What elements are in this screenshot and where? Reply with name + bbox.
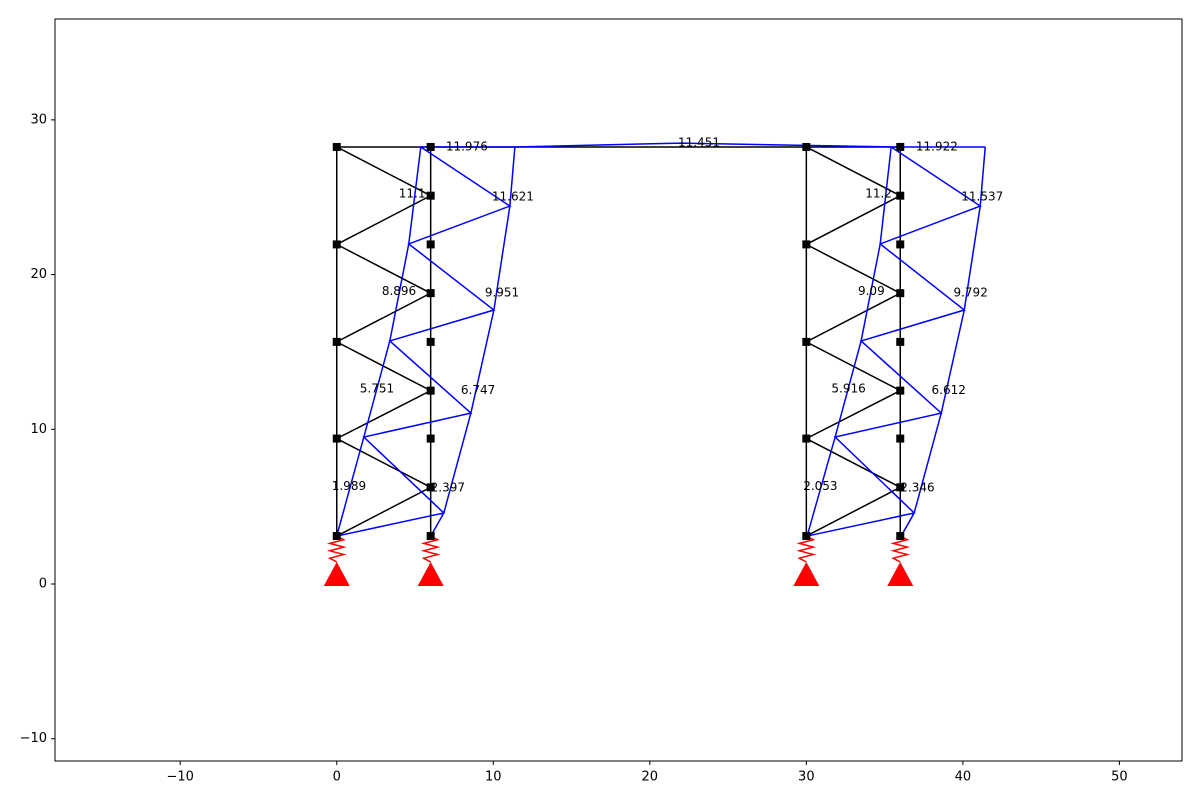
node xyxy=(426,142,435,151)
node xyxy=(426,191,435,200)
displacement-label: 11.537 xyxy=(961,190,1003,204)
node xyxy=(802,240,811,249)
x-tick-label: 10 xyxy=(485,770,502,785)
node xyxy=(896,532,905,541)
support xyxy=(323,562,350,587)
support-spring xyxy=(796,535,817,563)
displacement-label: 11.2 xyxy=(865,187,892,201)
x-tick-label: 40 xyxy=(955,770,972,785)
node xyxy=(802,532,811,541)
y-tick-label: −10 xyxy=(20,731,47,746)
node xyxy=(896,337,905,346)
y-tick-label: 20 xyxy=(30,267,47,282)
displacement-label: 9.951 xyxy=(485,286,519,300)
node xyxy=(426,240,435,249)
x-tick-label: 20 xyxy=(642,770,659,785)
node xyxy=(802,434,811,443)
node xyxy=(332,532,341,541)
displacement-label: 6.612 xyxy=(932,383,966,397)
node xyxy=(802,337,811,346)
displacement-label: 2.346 xyxy=(900,481,934,495)
node xyxy=(332,142,341,151)
y-tick-label: 0 xyxy=(39,577,47,592)
node xyxy=(332,337,341,346)
displacement-label: 11.621 xyxy=(492,190,534,204)
node xyxy=(896,434,905,443)
node xyxy=(896,289,905,298)
support-spring xyxy=(890,535,911,563)
displacement-label: 11.1 xyxy=(399,187,426,201)
x-tick-label: 30 xyxy=(798,770,815,785)
displacement-label: 5.916 xyxy=(831,382,865,396)
node xyxy=(426,483,435,492)
support xyxy=(417,562,444,587)
displacement-label: 11.922 xyxy=(916,139,958,153)
node xyxy=(802,142,811,151)
displacement-label: 1.989 xyxy=(332,479,366,493)
node xyxy=(332,434,341,443)
displacement-label: 9.09 xyxy=(858,284,885,298)
displacement-label: 6.747 xyxy=(461,383,495,397)
x-tick-label: 0 xyxy=(333,770,341,785)
node xyxy=(896,483,905,492)
y-tick-label: 30 xyxy=(30,112,47,127)
displacement-label: 5.751 xyxy=(360,382,394,396)
node xyxy=(896,142,905,151)
member-line xyxy=(336,142,986,537)
displacement-label: 9.792 xyxy=(953,286,987,300)
x-tick-label: 50 xyxy=(1111,770,1128,785)
node xyxy=(426,289,435,298)
node xyxy=(896,386,905,395)
displacement-label: 2.053 xyxy=(803,479,837,493)
support-spring xyxy=(326,535,347,563)
displacement-label: 2.397 xyxy=(431,481,465,495)
node xyxy=(896,191,905,200)
node xyxy=(426,337,435,346)
y-tick-label: 10 xyxy=(30,422,47,437)
displacement-label: 11.451 xyxy=(678,136,720,150)
support xyxy=(793,562,820,587)
displacement-label: 8.896 xyxy=(382,284,416,298)
support-spring xyxy=(420,535,441,563)
plot-frame xyxy=(54,18,1183,762)
node xyxy=(426,532,435,541)
support xyxy=(887,562,914,587)
node xyxy=(896,240,905,249)
displacement-label: 11.976 xyxy=(446,139,488,153)
node xyxy=(332,240,341,249)
node xyxy=(426,434,435,443)
node xyxy=(426,386,435,395)
x-tick-label: −10 xyxy=(167,770,194,785)
